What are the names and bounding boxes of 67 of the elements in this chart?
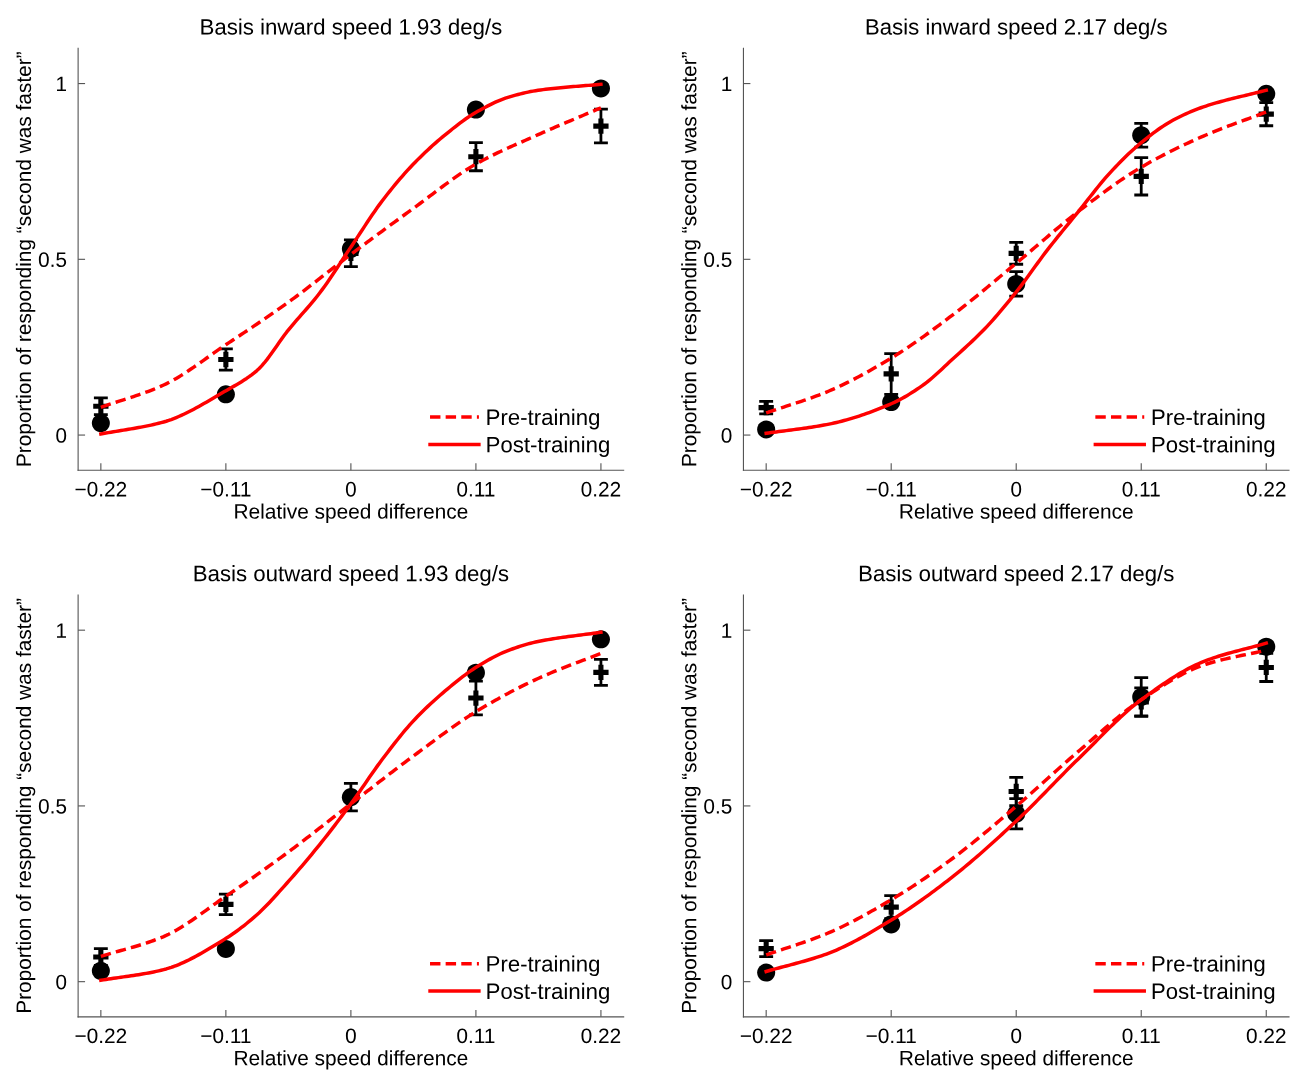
x-tick-label: 0.22 xyxy=(1246,481,1286,497)
point xyxy=(91,414,110,433)
x-tick-label: 0.11 xyxy=(1122,1028,1160,1044)
x-tick-label: −0.22 xyxy=(740,481,792,497)
legend-label: Pre-training xyxy=(487,408,600,430)
y-tick-label: 0.5 xyxy=(38,252,67,268)
y-tick-label: 1 xyxy=(57,623,66,638)
legend-label: Post-training xyxy=(1152,982,1275,1004)
x-tick-label: −0.22 xyxy=(75,481,127,497)
y-tick-label: 0 xyxy=(721,428,732,443)
y-tick-label: 1 xyxy=(722,623,732,638)
y-tick-label: 1 xyxy=(722,76,732,92)
legend-label: Pre-training xyxy=(487,955,600,977)
y-tick-label: 0 xyxy=(56,428,67,443)
x-tick-label: 0.22 xyxy=(581,1028,621,1044)
x-tick-label: 0.11 xyxy=(457,481,495,497)
x-tick-label: 0 xyxy=(345,1028,356,1044)
legend-label: Post-training xyxy=(487,436,609,457)
x-tick-label: 0 xyxy=(1011,481,1022,497)
point xyxy=(1133,168,1149,184)
chart-title: Basis outward speed 2.17 deg/s xyxy=(859,565,1174,586)
x-tick-label: −0.11 xyxy=(201,481,251,497)
x-tick-label: 0 xyxy=(345,481,356,497)
chart-title: Basis outward speed 1.93 deg/s xyxy=(194,565,509,586)
chart-title: Basis inward speed 1.93 deg/s xyxy=(201,18,502,40)
x-axis-title: Relative speed difference xyxy=(900,503,1133,523)
x-tick-label: 0.22 xyxy=(1246,1028,1286,1044)
y-axis-title: Proportion of responding “second was faster” xyxy=(15,52,36,466)
x-axis-title: Relative speed difference xyxy=(235,503,468,523)
x-tick-label: 0.11 xyxy=(457,1028,495,1044)
x-tick-label: −0.11 xyxy=(866,481,916,497)
y-tick-label: 0.5 xyxy=(38,798,67,814)
point xyxy=(468,690,484,706)
y-tick-label: 0 xyxy=(56,974,67,990)
legend-label: Post-training xyxy=(487,982,609,1004)
point xyxy=(593,118,609,134)
point xyxy=(91,961,110,980)
y-axis-title: Proportion of responding “second was faster” xyxy=(681,52,701,466)
point xyxy=(1008,245,1024,261)
x-tick-label: −0.22 xyxy=(75,1028,127,1044)
x-tick-label: −0.11 xyxy=(866,1028,916,1044)
point xyxy=(883,366,899,382)
legend-label: Post-training xyxy=(1152,436,1275,457)
y-tick-label: 0 xyxy=(721,974,732,990)
x-tick-label: −0.11 xyxy=(201,1028,251,1044)
x-tick-label: −0.22 xyxy=(740,1028,792,1044)
point xyxy=(883,899,899,915)
x-tick-label: 0 xyxy=(1011,1028,1022,1044)
point xyxy=(218,351,234,368)
point xyxy=(593,664,609,680)
point xyxy=(1258,659,1274,676)
x-axis-title: Relative speed difference xyxy=(235,1050,468,1070)
x-axis-title: Relative speed difference xyxy=(900,1050,1133,1070)
point xyxy=(216,939,235,959)
y-axis-title: Proportion of responding “second was faster” xyxy=(15,598,36,1013)
x-tick-label: 0.22 xyxy=(581,481,621,497)
point xyxy=(468,149,484,165)
point xyxy=(218,896,234,912)
x-tick-label: 0.11 xyxy=(1122,481,1160,497)
chart-title: Basis inward speed 2.17 deg/s xyxy=(866,18,1167,40)
y-tick-label: 0.5 xyxy=(704,798,732,814)
point xyxy=(1008,783,1024,800)
y-tick-label: 1 xyxy=(57,76,66,92)
y-axis-title: Proportion of responding “second was faster” xyxy=(681,598,701,1013)
legend-label: Pre-training xyxy=(1152,955,1265,977)
y-tick-label: 0.5 xyxy=(704,252,732,268)
legend-label: Pre-training xyxy=(1152,408,1265,430)
